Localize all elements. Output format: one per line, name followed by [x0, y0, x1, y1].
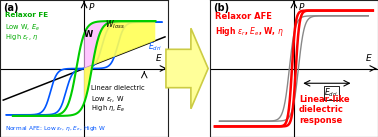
Text: E: E: [156, 54, 162, 63]
Polygon shape: [84, 21, 155, 103]
Text: dielectric: dielectric: [299, 105, 344, 114]
Text: High $η$, $E_e$: High $η$, $E_e$: [91, 104, 125, 114]
Text: P: P: [88, 3, 94, 12]
Text: High $ε_r$, $E_e$, W, $η$: High $ε_r$, $E_e$, W, $η$: [215, 25, 284, 38]
Text: Normal AFE: Low $ε_r$, $η$, $E_e$, High W: Normal AFE: Low $ε_r$, $η$, $E_e$, High …: [5, 124, 106, 133]
Text: $E_{dri}$: $E_{dri}$: [324, 87, 338, 99]
Text: P: P: [298, 3, 304, 12]
Text: W: W: [84, 30, 93, 39]
Polygon shape: [84, 21, 155, 103]
Text: (b): (b): [213, 3, 229, 13]
Text: Low W, $E_e$: Low W, $E_e$: [5, 23, 40, 33]
Text: Linear-like: Linear-like: [299, 95, 350, 104]
Text: Relaxor FE: Relaxor FE: [5, 12, 48, 18]
Text: Low $ε_r$, W: Low $ε_r$, W: [91, 95, 124, 105]
Text: E: E: [366, 54, 372, 63]
Text: $W_{loss}$: $W_{loss}$: [105, 18, 125, 31]
Text: High $ε_r$, $η$: High $ε_r$, $η$: [5, 33, 39, 43]
Text: Relaxor AFE: Relaxor AFE: [215, 12, 272, 21]
Text: Linear dielectric: Linear dielectric: [91, 85, 144, 91]
Text: $E_{dri}$: $E_{dri}$: [148, 40, 162, 53]
Text: response: response: [299, 116, 342, 125]
Polygon shape: [166, 28, 208, 109]
Text: (a): (a): [3, 3, 19, 13]
